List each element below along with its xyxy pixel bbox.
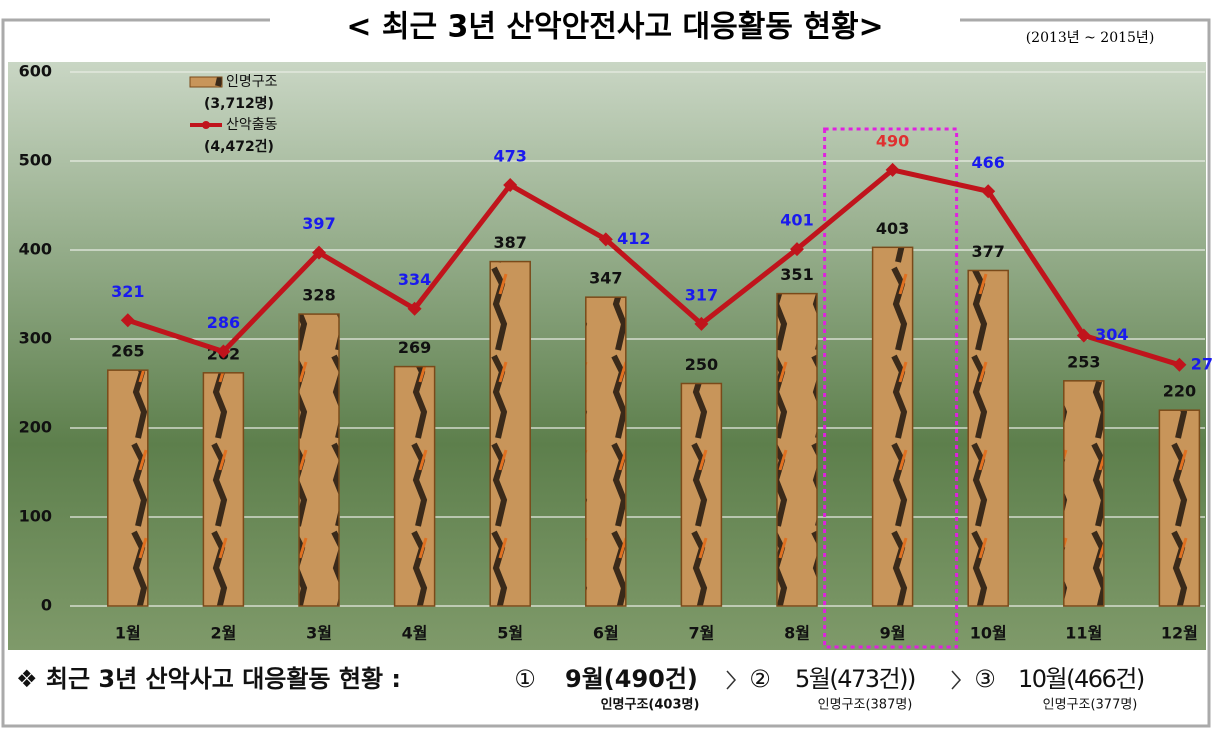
x-tick-label: 3월 [306,624,332,643]
rank-text: 9월(490건) [565,665,698,693]
bar-value-label: 347 [589,269,622,288]
x-tick-label: 7월 [688,624,714,643]
rank-sub: 인명구조(387명) [818,698,913,713]
line-marker [1172,357,1187,372]
line-value-label: 334 [398,270,431,289]
rank-sub: 인명구조(403명) [601,697,700,713]
separator [951,670,962,690]
summary-label: ❖ 최근 3년 산악사고 대응활동 현황 : [16,665,401,693]
line-value-label: 397 [302,214,335,233]
rank-number: ② [749,665,771,693]
line-marker [598,232,613,247]
line-marker [694,316,709,331]
line-value-label: 271 [1191,354,1214,373]
y-tick-label: 500 [19,151,52,170]
y-tick-label: 200 [19,418,52,437]
rank-sub: 인명구조(377명) [1043,698,1138,713]
bar-value-label: 265 [111,342,144,361]
y-tick-label: 300 [19,329,52,348]
separator [726,670,737,690]
highlight-box [823,127,959,649]
line-value-label: 317 [685,285,718,304]
y-tick-label: 400 [19,240,52,259]
bar-value-label: 351 [780,265,813,284]
title-bg [270,5,960,47]
summary-bg [8,650,1206,724]
bar [871,246,914,607]
rank-text: 5월(473건)) [795,665,915,693]
line-marker [885,162,900,177]
chart-title: < 최근 3년 산악안전사고 대응활동 현황> [346,10,883,45]
rank-number: ③ [974,665,996,693]
subtitle: (2013년 ~ 2015년) [1026,30,1155,46]
x-tick-label: 5월 [497,624,523,643]
legend-note: (3,712명) [204,95,274,112]
x-tick-label: 9월 [880,624,906,643]
x-tick-label: 1월 [115,624,141,643]
line [127,167,1181,368]
legend-swatch [189,76,223,88]
bar-value-label: 387 [493,233,526,252]
bar [393,365,436,607]
line-marker [790,242,804,257]
bar [489,260,531,607]
x-tick-label: 10월 [970,624,1007,643]
legend-note: (4,472건) [204,138,274,155]
bar [107,369,149,607]
bar [967,269,1009,607]
line-value-label: 490 [876,131,909,150]
bar [776,292,818,607]
line-value-label: 401 [780,211,813,230]
line-marker [407,301,422,316]
y-tick-label: 0 [41,596,52,615]
legend-label: 산악출동 [226,117,278,133]
line-value-label: 321 [111,282,144,301]
line-value-label: 466 [971,153,1004,172]
bar-value-label: 403 [876,219,909,238]
line-marker [312,245,326,260]
line-value-label: 473 [493,147,526,166]
line-marker [1076,328,1091,343]
bar-value-label: 328 [302,286,335,305]
x-tick-label: 8월 [784,624,810,643]
bar-value-label: 269 [398,338,431,357]
x-tick-label: 11월 [1065,624,1102,643]
bar [585,296,627,607]
summary: ❖ 최근 3년 산악사고 대응활동 현황 : ① 9월(490건) 인명구조(403명… [16,665,1145,713]
line-value-label: 286 [207,313,240,332]
subtitle-bg [995,26,1185,50]
x-tick-label: 12월 [1161,624,1198,643]
line-marker [216,344,231,359]
bar [202,372,245,607]
rank-text: 10월(466건) [1018,665,1144,693]
line-marker [120,313,135,328]
x-tick-label: 6월 [593,624,619,643]
legend-label: 인명구조 [226,74,278,90]
line-marker [981,184,996,199]
x-tick-label: 4월 [402,624,428,643]
line-value-label: 412 [617,229,650,248]
bar [1063,380,1105,607]
bar [1158,409,1201,607]
bar-value-label: 220 [1163,382,1196,401]
y-tick-label: 100 [19,507,52,526]
rank-number: ① [514,665,536,693]
x-tick-label: 2월 [210,624,236,643]
legend-swatch [202,121,210,129]
y-tick-label: 600 [19,62,52,81]
line-marker [503,178,518,193]
bar [680,382,723,607]
bar-value-label: 250 [685,355,718,374]
line-value-label: 304 [1095,325,1128,344]
bar-value-label: 377 [971,242,1004,261]
bar-value-label: 253 [1067,352,1100,371]
bar [298,313,340,607]
